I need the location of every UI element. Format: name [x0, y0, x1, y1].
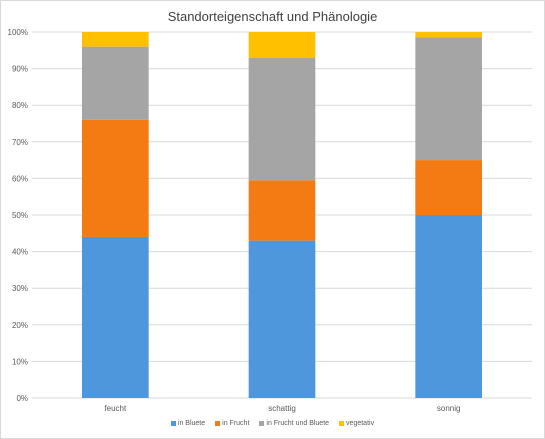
y-tick-label: 20% — [12, 321, 28, 330]
y-tick-label: 60% — [12, 174, 28, 183]
x-tick-label: sonnig — [437, 404, 461, 413]
bar-segment-1 — [415, 160, 482, 215]
y-tick-label: 50% — [12, 211, 28, 220]
legend-item: in Frucht — [215, 420, 249, 427]
legend-swatch — [215, 421, 221, 426]
legend-label: vegetativ — [346, 420, 375, 427]
x-tick-label: feucht — [104, 404, 127, 413]
bar-segment-1 — [82, 119, 149, 237]
legend: in Bluete in Frucht in Frucht und Bluete ve… — [0, 420, 545, 427]
x-tick-label: schattig — [268, 404, 296, 413]
y-tick-label: 0% — [16, 394, 28, 403]
y-tick-label: 70% — [12, 138, 28, 147]
y-tick-label: 40% — [12, 248, 28, 257]
legend-item: in Frucht und Bluete — [259, 420, 329, 427]
legend-item: vegetativ — [339, 420, 374, 427]
legend-swatch — [259, 421, 265, 426]
bar-segment-0 — [415, 215, 482, 398]
bar-segment-3 — [82, 32, 149, 47]
y-tick-label: 30% — [12, 284, 28, 293]
y-tick-label: 80% — [12, 101, 28, 110]
legend-label: in Frucht und Bluete — [266, 420, 330, 427]
bar-segment-0 — [82, 236, 149, 398]
legend-swatch — [170, 421, 176, 426]
bar-segment-3 — [248, 32, 316, 58]
legend-label: in Frucht — [222, 420, 250, 427]
legend-swatch — [339, 421, 345, 426]
bar-segment-1 — [248, 180, 316, 241]
bar-segment-3 — [415, 32, 482, 38]
chart-title: Standorteigenschaft und Phänologie — [167, 9, 378, 24]
legend-item: in Bluete — [170, 420, 206, 427]
y-tick-label: 10% — [12, 357, 28, 366]
bar-segment-2 — [415, 37, 482, 161]
y-tick-label: 90% — [12, 65, 28, 74]
y-tick-label: 100% — [8, 28, 28, 37]
legend-label: in Bluete — [177, 420, 206, 427]
bar-segment-2 — [248, 57, 316, 181]
bar-segment-0 — [248, 240, 316, 398]
bar-segment-2 — [82, 46, 149, 120]
